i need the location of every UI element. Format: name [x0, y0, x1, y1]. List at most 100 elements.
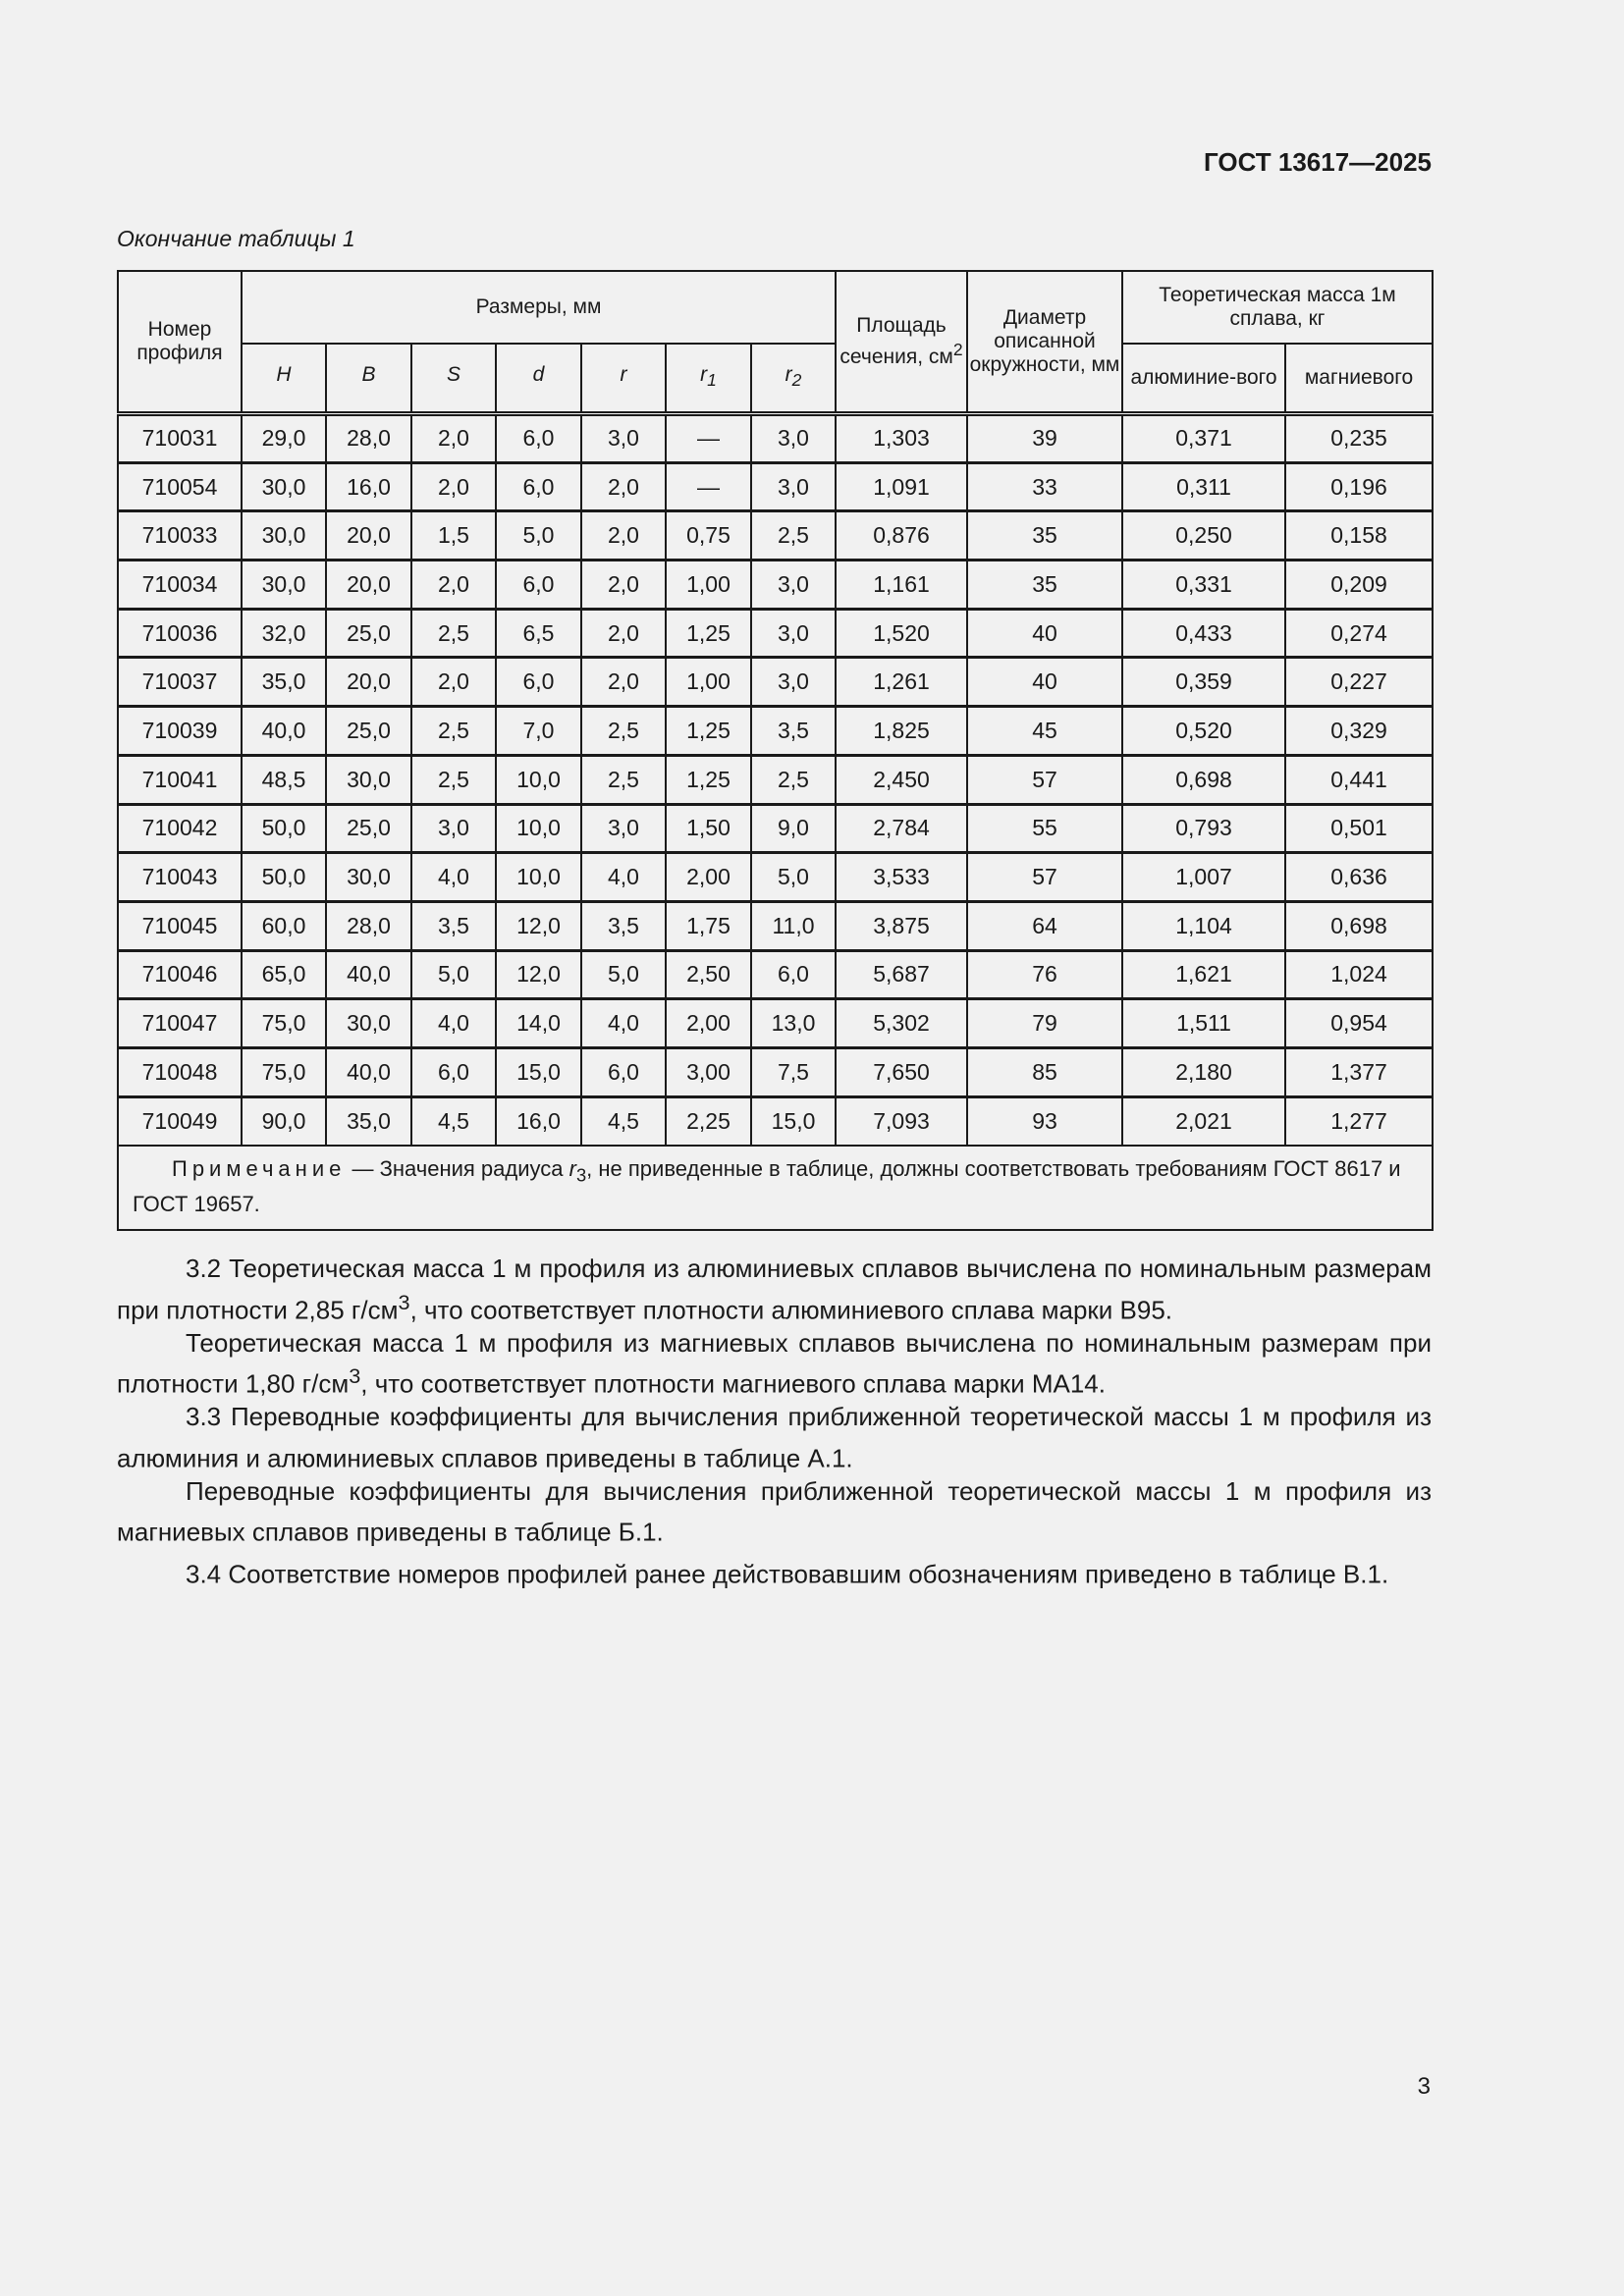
table-cell: 3,0	[750, 607, 837, 659]
table-cell: 710034	[117, 559, 243, 611]
table-cell: 1,5	[410, 509, 497, 561]
table-cell: 1,621	[1121, 948, 1286, 1000]
table-cell: 3,0	[750, 412, 837, 464]
table-cell: 0,196	[1284, 460, 1434, 512]
table-cell: 55	[966, 802, 1123, 854]
header-mass-magnesium: магниевого	[1284, 343, 1434, 415]
table-cell: 20,0	[325, 509, 412, 561]
table-cell: 4,0	[410, 851, 497, 903]
table-cell: 2,0	[580, 460, 667, 512]
table-cell: 0,371	[1121, 412, 1286, 464]
table-cell: 30,0	[325, 753, 412, 805]
table-cell: 0,954	[1284, 997, 1434, 1049]
table-cell: 2,00	[665, 851, 752, 903]
table-cell: 6,5	[495, 607, 582, 659]
table-cell: 1,25	[665, 705, 752, 757]
table-cell: 0,311	[1121, 460, 1286, 512]
header-dim-4: r	[580, 343, 667, 415]
table-cell: 1,25	[665, 607, 752, 659]
table-cell: 710041	[117, 753, 243, 805]
table-cell: 16,0	[325, 460, 412, 512]
table-cell: 0,250	[1121, 509, 1286, 561]
table-cell: 710046	[117, 948, 243, 1000]
table-cell: 1,261	[835, 656, 968, 708]
table-cell: 0,209	[1284, 559, 1434, 611]
table-cell: 3,0	[410, 802, 497, 854]
table-cell: 0,329	[1284, 705, 1434, 757]
header-dim-6: r2	[750, 343, 837, 415]
table-cell: —	[665, 460, 752, 512]
table-cell: 25,0	[325, 802, 412, 854]
table-cell: 39	[966, 412, 1123, 464]
header-dim-5: r1	[665, 343, 752, 415]
table-cell: 3,533	[835, 851, 968, 903]
table-cell: 35,0	[325, 1095, 412, 1147]
table-cell: 6,0	[750, 948, 837, 1000]
table-cell: 6,0	[495, 412, 582, 464]
table-cell: 50,0	[241, 802, 327, 854]
table-cell: 93	[966, 1095, 1123, 1147]
table-cell: 2,0	[580, 607, 667, 659]
table-cell: 45	[966, 705, 1123, 757]
table-cell: 25,0	[325, 607, 412, 659]
table-cell: 710036	[117, 607, 243, 659]
table-cell: 3,00	[665, 1045, 752, 1098]
table-cell: 85	[966, 1045, 1123, 1098]
table-cell: 5,0	[495, 509, 582, 561]
table-cell: 5,0	[750, 851, 837, 903]
table-cell: 30,0	[241, 559, 327, 611]
table-cell: 710047	[117, 997, 243, 1049]
table-cell: 2,00	[665, 997, 752, 1049]
table-row: 710041 48,5 30,0 2,5 10,0 2,5 1,25 2,5 2,450 57 0,…	[117, 753, 1434, 805]
table-cell: 35	[966, 509, 1123, 561]
table-cell: 28,0	[325, 412, 412, 464]
body-text: 3.2 Теоретическая масса 1 м профиля из а…	[117, 1253, 1432, 1591]
table-cell: 1,511	[1121, 997, 1286, 1049]
table-cell: 0,876	[835, 509, 968, 561]
table-cell: 0,75	[665, 509, 752, 561]
table-cell: 4,0	[580, 997, 667, 1049]
table-cell: 32,0	[241, 607, 327, 659]
table-cell: 0,441	[1284, 753, 1434, 805]
table-row: 710049 90,0 35,0 4,5 16,0 4,5 2,25 15,0 7,093 93 2…	[117, 1095, 1434, 1147]
paragraph: Теоретическая масса 1 м профиля из магни…	[117, 1327, 1432, 1399]
table-cell: 40	[966, 607, 1123, 659]
table-cell: 12,0	[495, 948, 582, 1000]
table-cell: 6,0	[580, 1045, 667, 1098]
table-row: 710047 75,0 30,0 4,0 14,0 4,0 2,00 13,0 5,302 79 1…	[117, 997, 1434, 1049]
header-dimensions: Размеры, мм	[241, 270, 837, 345]
table-cell: 4,5	[410, 1095, 497, 1147]
table-cell: 3,0	[580, 412, 667, 464]
table-cell: 0,793	[1121, 802, 1286, 854]
table-cell: 2,0	[580, 656, 667, 708]
table-cell: 2,5	[410, 705, 497, 757]
table-cell: 57	[966, 851, 1123, 903]
table-cell: 710043	[117, 851, 243, 903]
paragraph: 3.2 Теоретическая масса 1 м профиля из а…	[117, 1254, 1432, 1325]
table-cell: 710031	[117, 412, 243, 464]
table-cell: 1,007	[1121, 851, 1286, 903]
table-cell: 3,875	[835, 899, 968, 952]
table-row: 710043 50,0 30,0 4,0 10,0 4,0 2,00 5,0 3,533 57 1,…	[117, 851, 1434, 903]
table-cell: 0,501	[1284, 802, 1434, 854]
table-cell: 7,093	[835, 1095, 968, 1147]
table-cell: 30,0	[241, 460, 327, 512]
table-cell: 76	[966, 948, 1123, 1000]
table-cell: 57	[966, 753, 1123, 805]
table-cell: 0,698	[1284, 899, 1434, 952]
table-cell: 2,784	[835, 802, 968, 854]
table-cell: 2,450	[835, 753, 968, 805]
table-cell: 710037	[117, 656, 243, 708]
table-cell: 1,303	[835, 412, 968, 464]
table-cell: 5,302	[835, 997, 968, 1049]
table-row: 710042 50,0 25,0 3,0 10,0 3,0 1,50 9,0 2,784 55 0,…	[117, 802, 1434, 854]
header-profile-no: Номер профиля	[117, 270, 243, 415]
table-cell: 3,5	[750, 705, 837, 757]
table-cell: 1,520	[835, 607, 968, 659]
table-cell: 0,636	[1284, 851, 1434, 903]
table-row: 710031 29,0 28,0 2,0 6,0 3,0—3,0 1,303 39 0,371 0…	[117, 412, 1434, 464]
table-row: 710054 30,0 16,0 2,0 6,0 2,0—3,0 1,091 33 0,311 0…	[117, 460, 1434, 512]
paragraph: Переводные коэффициенты для вычисления п…	[117, 1475, 1432, 1548]
table-cell: 6,0	[495, 656, 582, 708]
table-cell: 4,5	[580, 1095, 667, 1147]
